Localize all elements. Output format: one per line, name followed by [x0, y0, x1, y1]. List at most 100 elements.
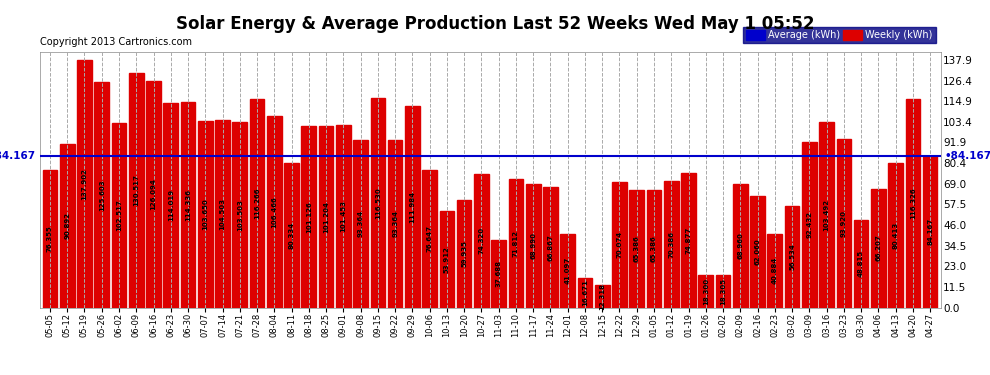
- Bar: [630, 190, 644, 308]
- Text: 76.355: 76.355: [47, 226, 52, 252]
- Bar: [267, 116, 281, 308]
- Bar: [820, 122, 834, 308]
- Bar: [163, 103, 178, 308]
- Bar: [59, 144, 74, 308]
- Bar: [906, 99, 921, 308]
- Bar: [440, 211, 454, 308]
- Text: 41.097: 41.097: [564, 257, 570, 284]
- Text: 74.877: 74.877: [685, 226, 692, 254]
- Text: 106.466: 106.466: [271, 196, 277, 228]
- Bar: [147, 81, 160, 308]
- Bar: [474, 174, 489, 308]
- Bar: [595, 285, 610, 308]
- Text: 116.326: 116.326: [910, 187, 916, 219]
- Text: Solar Energy & Average Production Last 52 Weeks Wed May 1 05:52: Solar Energy & Average Production Last 5…: [176, 15, 814, 33]
- Bar: [284, 163, 299, 308]
- Text: 137.902: 137.902: [81, 168, 87, 200]
- Text: 103.492: 103.492: [824, 199, 830, 231]
- Text: 93.364: 93.364: [392, 210, 398, 237]
- Text: 59.935: 59.935: [461, 240, 467, 267]
- Text: 101.204: 101.204: [323, 201, 329, 232]
- Bar: [888, 163, 903, 308]
- Bar: [94, 82, 109, 308]
- Bar: [681, 173, 696, 308]
- Text: 48.815: 48.815: [858, 250, 864, 277]
- Text: 114.336: 114.336: [185, 189, 191, 221]
- Text: 56.534: 56.534: [789, 243, 795, 270]
- Bar: [526, 184, 541, 308]
- Bar: [923, 156, 938, 308]
- Bar: [509, 178, 524, 308]
- Text: •84.167: •84.167: [0, 152, 36, 161]
- Bar: [353, 140, 368, 308]
- Legend: Average (kWh), Weekly (kWh): Average (kWh), Weekly (kWh): [742, 27, 936, 43]
- Bar: [336, 125, 350, 308]
- Text: 18.300: 18.300: [703, 278, 709, 304]
- Bar: [249, 99, 264, 308]
- Text: 116.266: 116.266: [254, 188, 260, 219]
- Bar: [215, 120, 230, 308]
- Text: 114.019: 114.019: [167, 189, 174, 221]
- Text: 80.334: 80.334: [288, 222, 295, 249]
- Bar: [370, 98, 385, 308]
- Bar: [577, 278, 592, 308]
- Text: 93.364: 93.364: [357, 210, 363, 237]
- Bar: [112, 123, 127, 308]
- Bar: [750, 196, 765, 308]
- Text: 70.074: 70.074: [617, 231, 623, 258]
- Bar: [319, 126, 334, 308]
- Bar: [785, 206, 799, 308]
- Bar: [233, 122, 248, 308]
- Bar: [646, 190, 661, 308]
- Text: 65.386: 65.386: [651, 236, 657, 262]
- Text: 90.892: 90.892: [64, 212, 70, 239]
- Bar: [181, 102, 195, 308]
- Text: 101.453: 101.453: [341, 200, 346, 232]
- Text: 130.517: 130.517: [134, 174, 140, 206]
- Text: 37.688: 37.688: [496, 260, 502, 287]
- Bar: [612, 182, 627, 308]
- Text: 76.647: 76.647: [427, 225, 433, 252]
- Bar: [388, 140, 403, 308]
- Bar: [77, 60, 92, 308]
- Text: 103.503: 103.503: [237, 199, 243, 231]
- Bar: [302, 126, 316, 308]
- Text: 68.960: 68.960: [738, 232, 743, 259]
- Bar: [733, 184, 747, 308]
- Text: 65.386: 65.386: [634, 236, 640, 262]
- Text: 111.984: 111.984: [410, 191, 416, 223]
- Bar: [423, 170, 437, 308]
- Text: 12.318: 12.318: [599, 283, 605, 310]
- Bar: [699, 274, 713, 308]
- Text: 116.530: 116.530: [375, 187, 381, 219]
- Text: 70.386: 70.386: [668, 231, 674, 258]
- Text: 126.094: 126.094: [150, 178, 156, 210]
- Text: 101.126: 101.126: [306, 201, 312, 232]
- Bar: [491, 240, 506, 308]
- Text: 53.912: 53.912: [444, 246, 449, 273]
- Text: 68.990: 68.990: [531, 232, 537, 259]
- Bar: [560, 234, 575, 308]
- Text: 66.867: 66.867: [547, 234, 553, 261]
- Text: 16.671: 16.671: [582, 279, 588, 306]
- Text: •84.167: •84.167: [944, 152, 990, 161]
- Text: 92.432: 92.432: [806, 211, 813, 238]
- Text: 62.060: 62.060: [754, 238, 760, 265]
- Text: 66.207: 66.207: [875, 235, 881, 261]
- Text: 71.812: 71.812: [513, 230, 519, 256]
- Text: 102.517: 102.517: [116, 200, 122, 231]
- Bar: [767, 234, 782, 308]
- Text: 93.920: 93.920: [841, 210, 846, 237]
- Text: 40.884: 40.884: [772, 257, 778, 285]
- Bar: [837, 139, 851, 308]
- Bar: [871, 189, 886, 308]
- Bar: [853, 220, 868, 308]
- Text: 80.413: 80.413: [893, 222, 899, 249]
- Bar: [716, 274, 731, 308]
- Text: 74.320: 74.320: [478, 227, 484, 254]
- Bar: [129, 73, 144, 308]
- Text: 104.503: 104.503: [220, 198, 226, 230]
- Text: Copyright 2013 Cartronics.com: Copyright 2013 Cartronics.com: [40, 38, 192, 47]
- Bar: [456, 200, 471, 308]
- Text: 18.305: 18.305: [720, 278, 726, 304]
